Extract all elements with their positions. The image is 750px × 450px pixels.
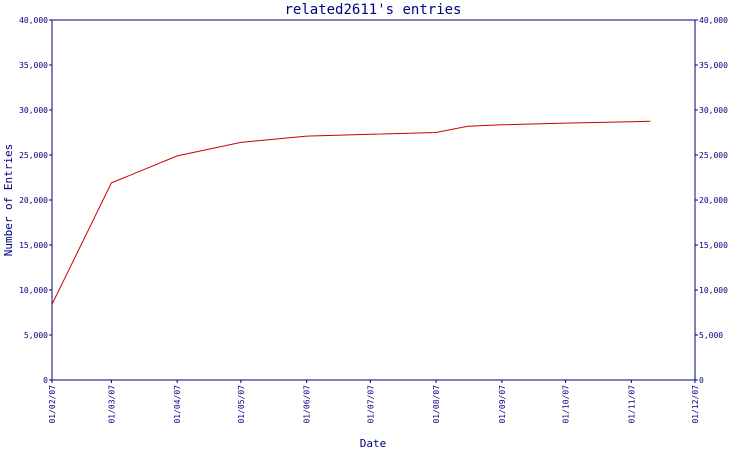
y-tick-label: 20,000	[19, 196, 48, 205]
plot-frame	[51, 19, 696, 381]
y-tick-label-right: 5,000	[699, 331, 723, 340]
x-tick-label: 01/02/07	[48, 385, 57, 424]
y-axis-right: 0 5,000 10,000 15,000 20,000 25,000 30,000 35,0…	[695, 16, 728, 385]
y-tick-label-right: 25,000	[699, 151, 728, 160]
y-tick-label: 30,000	[19, 106, 48, 115]
x-tick-label: 01/07/07	[366, 385, 375, 424]
y-tick-label-right: 20,000	[699, 196, 728, 205]
x-tick-label: 01/03/07	[107, 385, 116, 424]
y-tick-label: 5,000	[24, 331, 48, 340]
y-tick-label-right: 40,000	[699, 16, 728, 25]
x-axis: 01/02/07 01/03/07 01/04/07 01/05/07 01/06/07…	[48, 380, 700, 424]
y-tick-label: 10,000	[19, 286, 48, 295]
y-tick-label-right: 0	[699, 376, 704, 385]
x-tick-label: 01/08/07	[432, 385, 441, 424]
y-tick-label-right: 10,000	[699, 286, 728, 295]
chart-title: related2611's entries	[284, 2, 461, 18]
x-tick-label: 01/12/07	[691, 385, 700, 424]
y-axis-label: Number of Entries	[2, 144, 15, 257]
x-tick-label: 01/10/07	[562, 385, 571, 424]
y-tick-label: 35,000	[19, 61, 48, 70]
y-tick-label: 0	[43, 376, 48, 385]
x-tick-label: 01/06/07	[303, 385, 312, 424]
y-tick-label-right: 35,000	[699, 61, 728, 70]
x-axis-label: Date	[360, 437, 387, 450]
x-tick-label: 01/04/07	[173, 385, 182, 424]
x-tick-label: 01/11/07	[627, 385, 636, 424]
y-tick-label: 25,000	[19, 151, 48, 160]
y-axis-left: 0 5,000 10,000 15,000 20,000 25,000 30,000 35,0…	[19, 16, 52, 385]
y-tick-label: 15,000	[19, 241, 48, 250]
y-tick-label-right: 15,000	[699, 241, 728, 250]
x-tick-label: 01/05/07	[237, 385, 246, 424]
series-line	[51, 120, 651, 305]
x-tick-label: 01/09/07	[498, 385, 507, 424]
series-layer	[51, 120, 651, 305]
y-tick-label: 40,000	[19, 16, 48, 25]
y-tick-label-right: 30,000	[699, 106, 728, 115]
